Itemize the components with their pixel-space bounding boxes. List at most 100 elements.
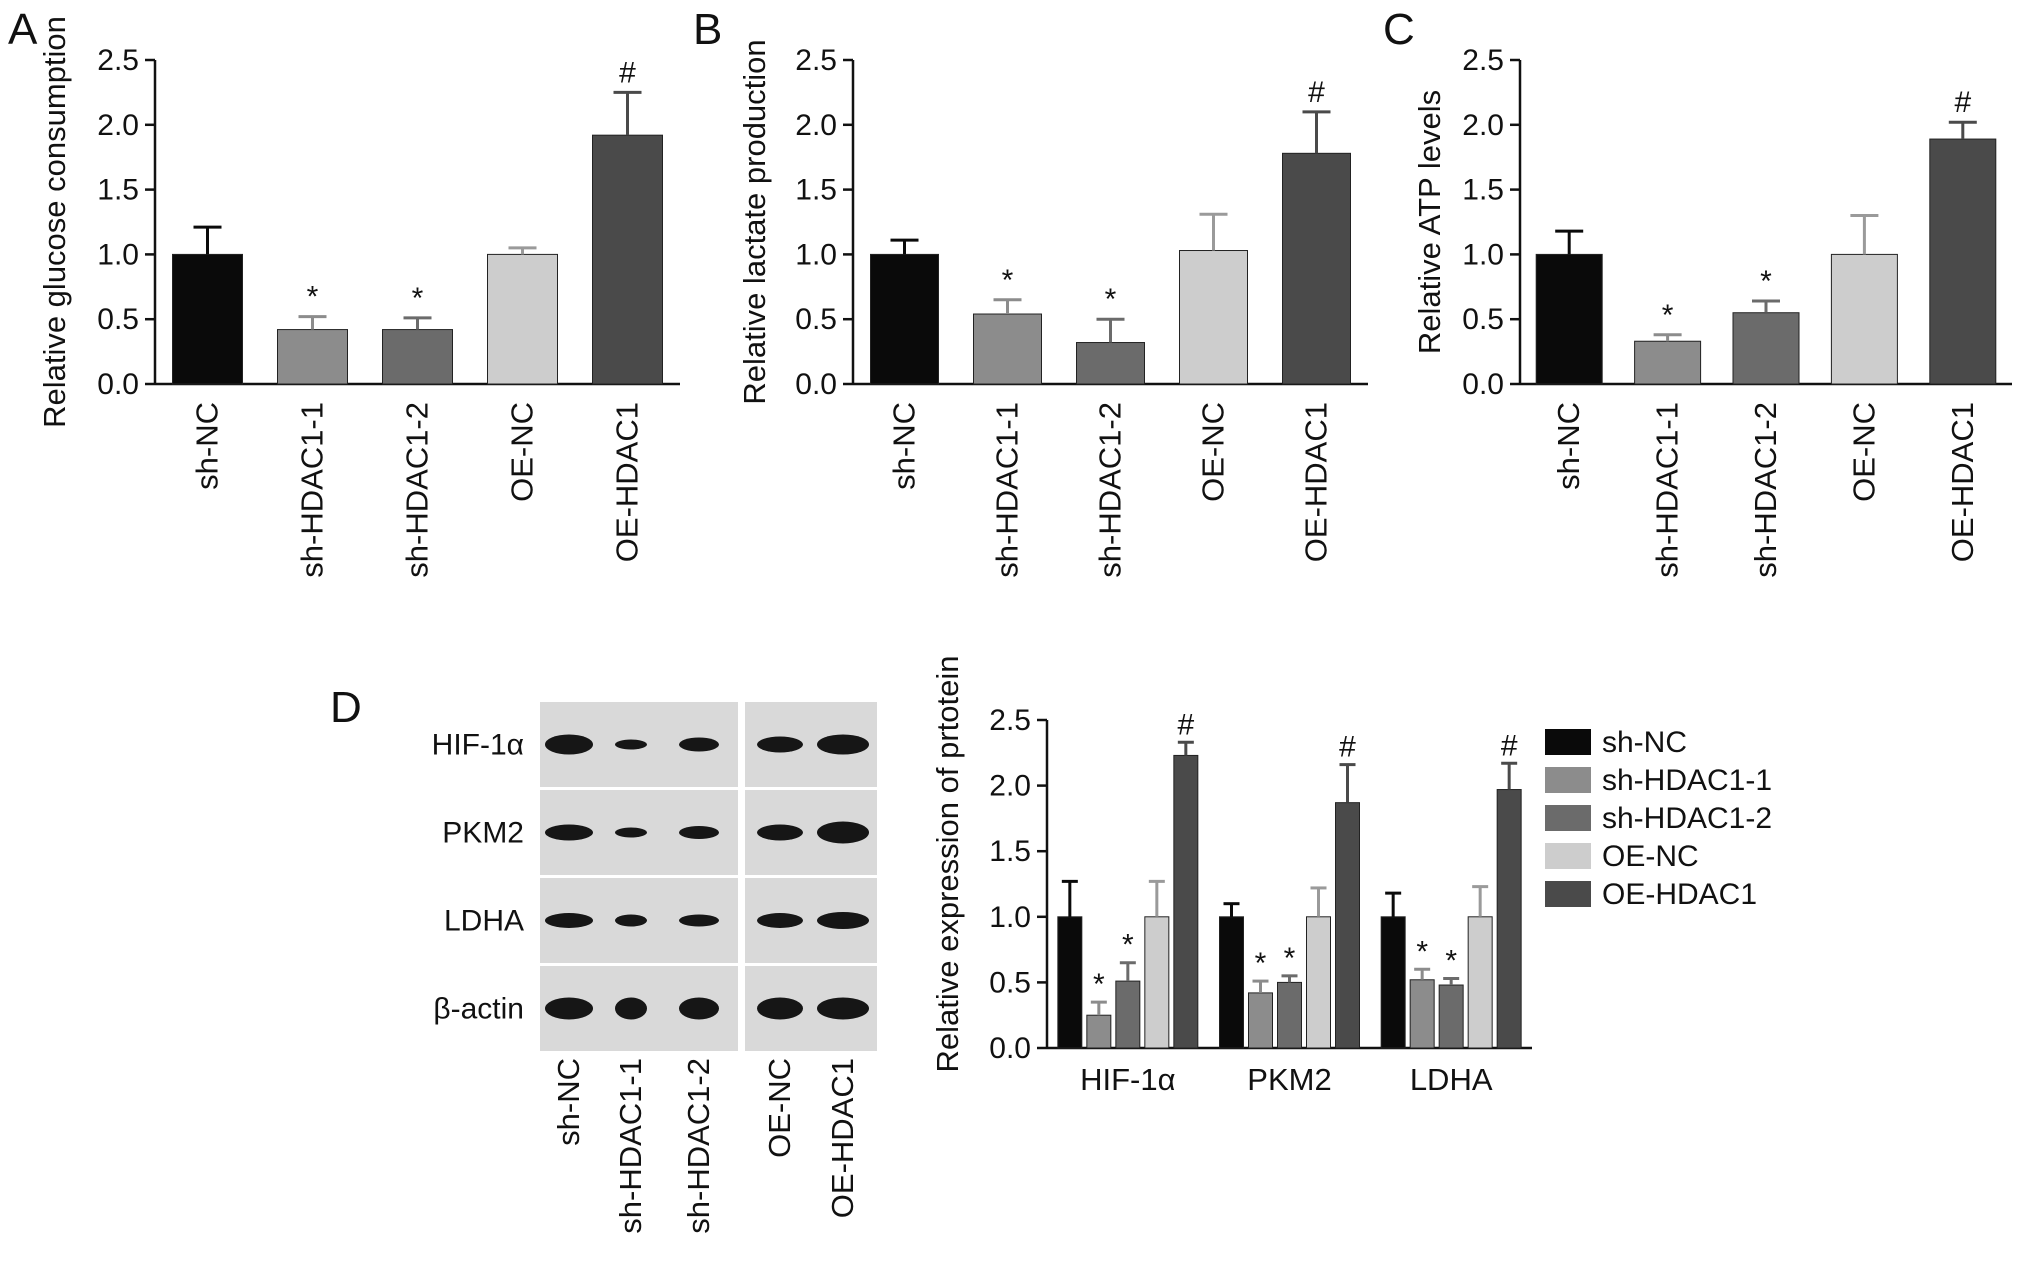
y-tick-label: 0.5 xyxy=(795,303,837,336)
y-tick-label: 1.0 xyxy=(97,238,139,271)
protein-band xyxy=(817,734,869,755)
significance-mark: # xyxy=(1339,731,1356,764)
bar xyxy=(1248,992,1273,1049)
western-blot-panel-d: D HIF-1α PKM2 LDHA β-actin sh-NC sh-HDAC1-1 sh-… xyxy=(330,683,877,1234)
legend-swatch xyxy=(1545,881,1591,907)
chart-panel-b: B 0.0 0.5 1.0 1.5 2.0 2.5 Relative lactate prod… xyxy=(693,5,1368,578)
protein-band xyxy=(679,826,719,839)
x-tick-label: sh-HDAC1-1 xyxy=(295,402,330,578)
y-tick-label: 0.0 xyxy=(989,1032,1031,1065)
bar xyxy=(1496,789,1522,1049)
bar xyxy=(1179,250,1248,385)
significance-mark: * xyxy=(1105,283,1117,316)
x-tick-label: OE-HDAC1 xyxy=(610,402,645,562)
y-tick-label: 2.5 xyxy=(795,44,837,77)
significance-mark: * xyxy=(1284,942,1296,975)
y-axis-title: Relative glucose consumption xyxy=(37,16,72,428)
bar xyxy=(1076,342,1145,385)
bar xyxy=(973,313,1042,385)
x-tick-label: sh-NC xyxy=(887,402,922,490)
x-tick-label: OE-HDAC1 xyxy=(1945,402,1980,562)
significance-mark: * xyxy=(1662,299,1674,332)
legend-swatch xyxy=(1545,843,1591,869)
protein-band xyxy=(757,736,803,753)
blot-lane-label: sh-HDAC1-2 xyxy=(681,1058,716,1234)
y-tick-label: 0.5 xyxy=(97,303,139,336)
legend-label: sh-HDAC1-2 xyxy=(1602,802,1772,835)
y-tick-label: 0.0 xyxy=(795,368,837,401)
bar xyxy=(487,253,558,385)
protein-band xyxy=(545,824,593,841)
panel-letter: C xyxy=(1383,5,1415,54)
legend-label: sh-HDAC1-1 xyxy=(1602,764,1772,797)
chart-panel-c: C 0.0 0.5 1.0 1.5 2.0 2.5 Relative ATP levels sh… xyxy=(1383,5,2012,578)
significance-mark: * xyxy=(1093,968,1105,1001)
protein-band xyxy=(817,997,869,1020)
significance-mark: # xyxy=(1177,708,1194,741)
panel-letter: B xyxy=(693,5,722,54)
bar xyxy=(1929,138,1997,385)
significance-mark: * xyxy=(412,282,424,315)
protein-band xyxy=(757,824,803,841)
bar xyxy=(1282,152,1351,385)
panel-letter: A xyxy=(8,5,38,54)
x-tick-label: sh-NC xyxy=(1551,402,1586,490)
x-tick-label: PKM2 xyxy=(1247,1062,1331,1097)
protein-band xyxy=(679,914,719,927)
bar xyxy=(592,134,663,385)
protein-band xyxy=(615,827,647,838)
y-tick-label: 1.5 xyxy=(1462,174,1504,207)
bar xyxy=(1219,916,1244,1049)
protein-band xyxy=(817,912,869,929)
bar xyxy=(1086,1014,1112,1049)
x-tick-label: LDHA xyxy=(1410,1062,1493,1097)
y-tick-label: 2.0 xyxy=(97,109,139,142)
bar xyxy=(1173,754,1199,1049)
bar xyxy=(382,329,453,385)
protein-band xyxy=(679,997,719,1020)
legend-label: sh-NC xyxy=(1602,726,1687,759)
bar xyxy=(1732,312,1800,385)
significance-mark: # xyxy=(1501,729,1518,762)
x-tick-label: OE-NC xyxy=(1196,402,1231,502)
bar xyxy=(1115,980,1141,1049)
bar xyxy=(1306,916,1331,1049)
chart-panel-d: 0.0 0.5 1.0 1.5 2.0 2.5 Relative expression of… xyxy=(930,655,1772,1097)
bar xyxy=(1438,984,1464,1049)
bar xyxy=(1467,916,1493,1049)
chart-panel-a: A 0.0 0.5 1.0 1.5 2.0 2.5 Relative glucose cons… xyxy=(8,5,680,578)
y-axis-title: Relative expression of prtotein xyxy=(930,655,965,1072)
x-tick-label: sh-HDAC1-2 xyxy=(1748,402,1783,578)
x-tick-label: sh-HDAC1-1 xyxy=(1650,402,1685,578)
y-tick-label: 1.0 xyxy=(795,238,837,271)
x-tick-label: OE-NC xyxy=(1846,402,1881,502)
bar xyxy=(1277,981,1302,1049)
bar xyxy=(1144,916,1170,1049)
y-tick-label: 0.5 xyxy=(1462,303,1504,336)
legend-swatch xyxy=(1545,805,1591,831)
protein-band xyxy=(757,997,803,1020)
y-tick-label: 1.5 xyxy=(989,835,1031,868)
bar xyxy=(1057,916,1083,1049)
blot-lane-label: OE-NC xyxy=(762,1058,797,1158)
x-tick-label: sh-HDAC1-2 xyxy=(400,402,435,578)
significance-mark: * xyxy=(1416,935,1428,968)
y-tick-label: 1.0 xyxy=(1462,238,1504,271)
significance-mark: * xyxy=(1445,944,1457,977)
x-tick-label: sh-NC xyxy=(190,402,225,490)
x-tick-label: OE-NC xyxy=(505,402,540,502)
protein-band xyxy=(545,997,593,1020)
x-tick-label: sh-HDAC1-1 xyxy=(990,402,1025,578)
protein-band xyxy=(615,997,647,1020)
significance-mark: # xyxy=(1308,76,1325,109)
y-tick-label: 2.5 xyxy=(989,704,1031,737)
significance-mark: # xyxy=(619,56,636,89)
y-tick-label: 2.0 xyxy=(1462,109,1504,142)
significance-mark: * xyxy=(1760,265,1772,298)
protein-band xyxy=(679,737,719,752)
y-axis-title: Relative lactate production xyxy=(737,39,772,404)
significance-mark: * xyxy=(307,281,319,314)
x-tick-label: HIF-1α xyxy=(1080,1062,1176,1097)
blot-lane-label: sh-NC xyxy=(551,1058,586,1146)
